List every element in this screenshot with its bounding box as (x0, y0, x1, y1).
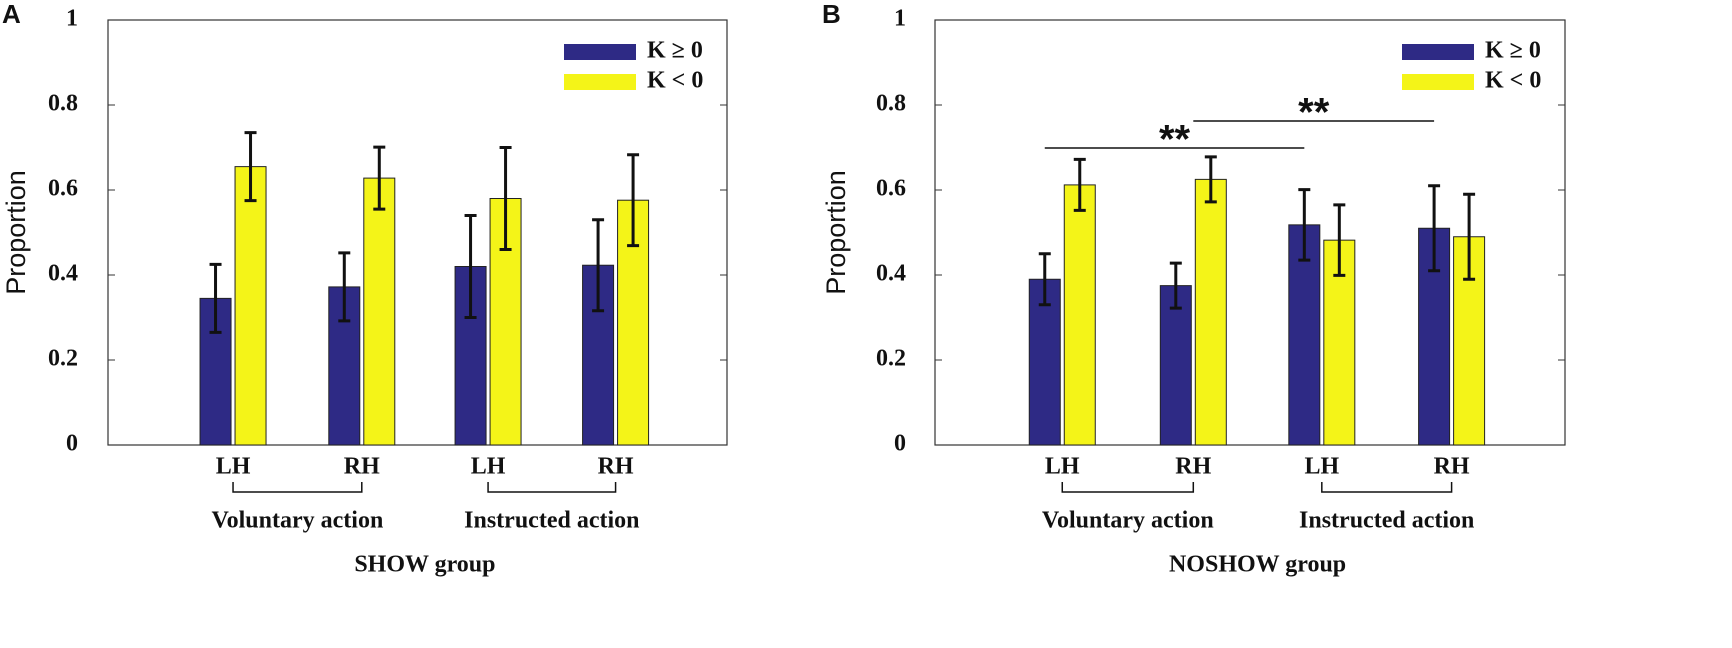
bar (1028, 278, 1061, 446)
group-label: Voluntary action (212, 508, 384, 534)
legend-label: K ≥ 0 (1485, 38, 1541, 64)
group-bracket (1061, 482, 1195, 493)
error-bar (1169, 261, 1182, 310)
y-tick-label: 0.4 (48, 261, 78, 287)
error-bar (592, 218, 605, 313)
legend-swatch (564, 44, 636, 60)
error-bar (499, 146, 512, 251)
error-bar (1428, 184, 1441, 273)
y-tick-label: 0.8 (48, 91, 78, 117)
error-bar (627, 153, 640, 248)
y-tick-label: 0 (894, 431, 906, 457)
group-label: Instructed action (1299, 508, 1474, 534)
legend-label: K < 0 (1485, 68, 1541, 94)
error-bar (1333, 203, 1346, 277)
bar (1288, 224, 1321, 446)
plot-frame (934, 19, 1566, 446)
x-axis-label: NOSHOW group (1169, 552, 1346, 578)
error-bar (1298, 188, 1311, 262)
error-bar (338, 251, 351, 323)
y-tick-label: 1 (894, 6, 906, 32)
y-axis-label: Proportion (1, 170, 31, 295)
bar (1159, 285, 1192, 446)
y-tick-label: 0 (66, 431, 78, 457)
group-label: Instructed action (464, 508, 639, 534)
x-tick-label: LH (1304, 454, 1339, 480)
x-tick-label: LH (1045, 454, 1080, 480)
error-bar (244, 131, 257, 203)
legend-swatch (564, 74, 636, 90)
panel-letter: B (822, 0, 841, 29)
significance-label: ** (1298, 91, 1330, 135)
error-bar (1038, 252, 1051, 307)
panel-letter: A (2, 0, 21, 29)
legend-label: K < 0 (647, 68, 703, 94)
error-bar (373, 145, 386, 211)
legend-label: K ≥ 0 (647, 38, 703, 64)
x-tick-label: RH (1434, 454, 1470, 480)
group-label: Voluntary action (1042, 508, 1214, 534)
error-bar (1204, 155, 1217, 204)
bar (234, 166, 267, 446)
group-bracket (232, 482, 363, 493)
x-tick-label: LH (216, 454, 251, 480)
legend-swatch (1402, 74, 1474, 90)
y-tick-label: 0.2 (876, 346, 906, 372)
bar (363, 177, 396, 446)
y-tick-label: 0.4 (876, 261, 906, 287)
y-axis-label: Proportion (821, 170, 851, 295)
error-bar (464, 214, 477, 319)
bar (1418, 227, 1451, 446)
y-tick-label: 0.2 (48, 346, 78, 372)
bar (1194, 178, 1227, 446)
x-axis-label: SHOW group (354, 552, 495, 578)
x-tick-label: RH (598, 454, 634, 480)
x-tick-label: RH (1175, 454, 1211, 480)
y-tick-label: 0.8 (876, 91, 906, 117)
y-tick-label: 1 (66, 6, 78, 32)
error-bar (1463, 192, 1476, 281)
error-bar (1073, 157, 1086, 212)
x-tick-label: RH (344, 454, 380, 480)
plot-frame (107, 19, 728, 446)
x-tick-label: LH (471, 454, 506, 480)
y-tick-label: 0.6 (876, 176, 906, 202)
error-bar (209, 262, 222, 334)
group-bracket (1321, 482, 1453, 493)
legend-swatch (1402, 44, 1474, 60)
significance-label: ** (1159, 118, 1191, 162)
group-bracket (487, 482, 617, 493)
y-tick-label: 0.6 (48, 176, 78, 202)
bar (1063, 184, 1096, 446)
